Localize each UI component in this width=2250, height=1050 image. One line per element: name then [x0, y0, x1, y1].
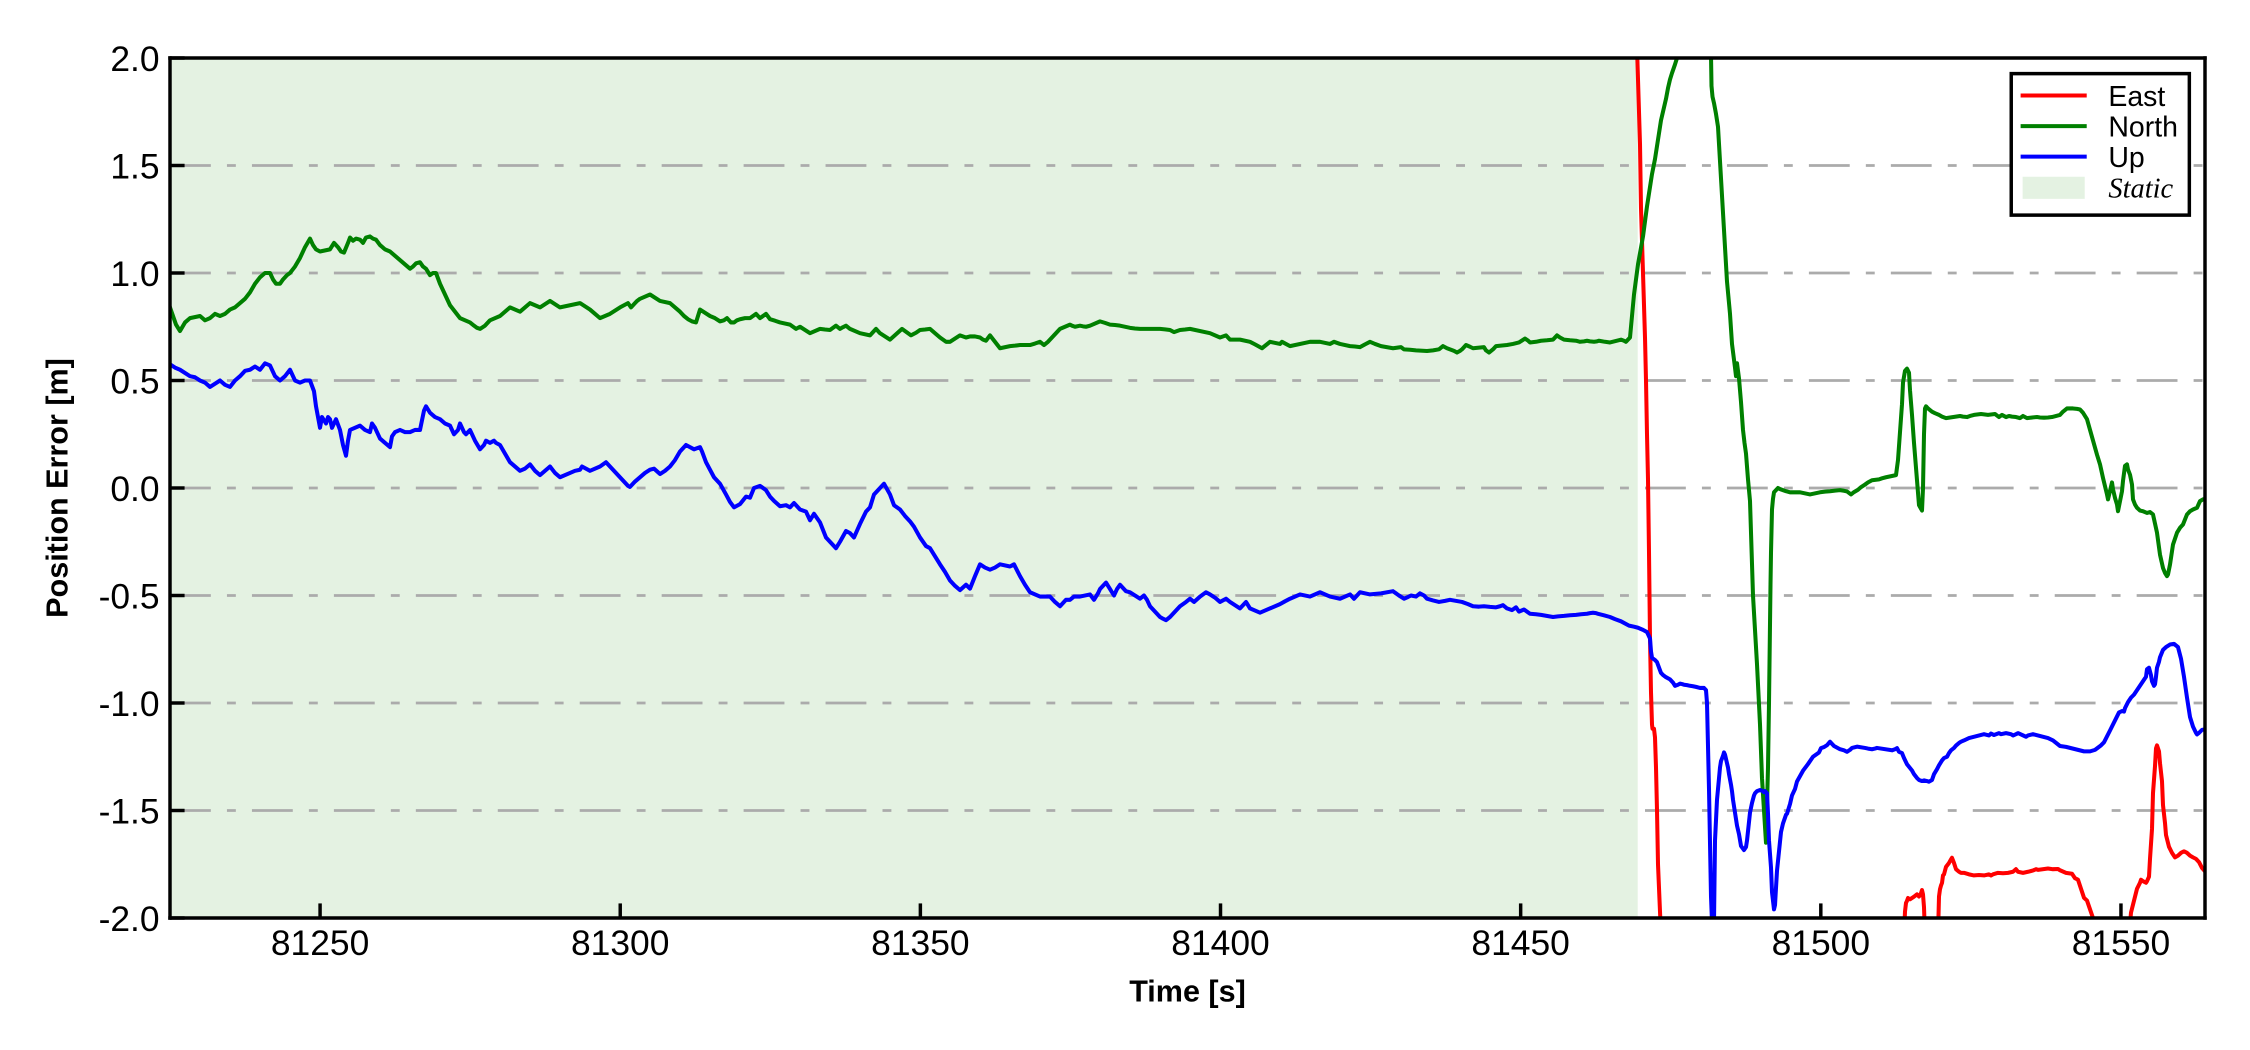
- svg-text:North: North: [2108, 112, 2178, 144]
- svg-text:81250: 81250: [271, 923, 369, 963]
- svg-text:-2.0: -2.0: [99, 899, 160, 939]
- svg-text:East: East: [2108, 81, 2165, 113]
- svg-text:Time [s]: Time [s]: [1129, 975, 1246, 1009]
- svg-text:81450: 81450: [1471, 923, 1569, 963]
- svg-text:81550: 81550: [2072, 923, 2170, 963]
- svg-text:Up: Up: [2108, 142, 2144, 174]
- svg-text:0.5: 0.5: [110, 361, 159, 401]
- svg-text:81500: 81500: [1772, 923, 1870, 963]
- svg-text:2.0: 2.0: [110, 39, 159, 79]
- svg-text:1.0: 1.0: [110, 254, 159, 294]
- svg-text:81400: 81400: [1171, 923, 1269, 963]
- svg-text:-0.5: -0.5: [99, 576, 160, 616]
- svg-text:Position Error [m]: Position Error [m]: [41, 358, 75, 618]
- svg-text:Static: Static: [2108, 174, 2173, 205]
- svg-text:81300: 81300: [571, 923, 669, 963]
- svg-text:-1.5: -1.5: [99, 791, 160, 831]
- svg-text:81350: 81350: [871, 923, 969, 963]
- svg-text:-1.0: -1.0: [99, 684, 160, 724]
- svg-text:1.5: 1.5: [110, 146, 159, 186]
- svg-text:0.0: 0.0: [110, 469, 159, 509]
